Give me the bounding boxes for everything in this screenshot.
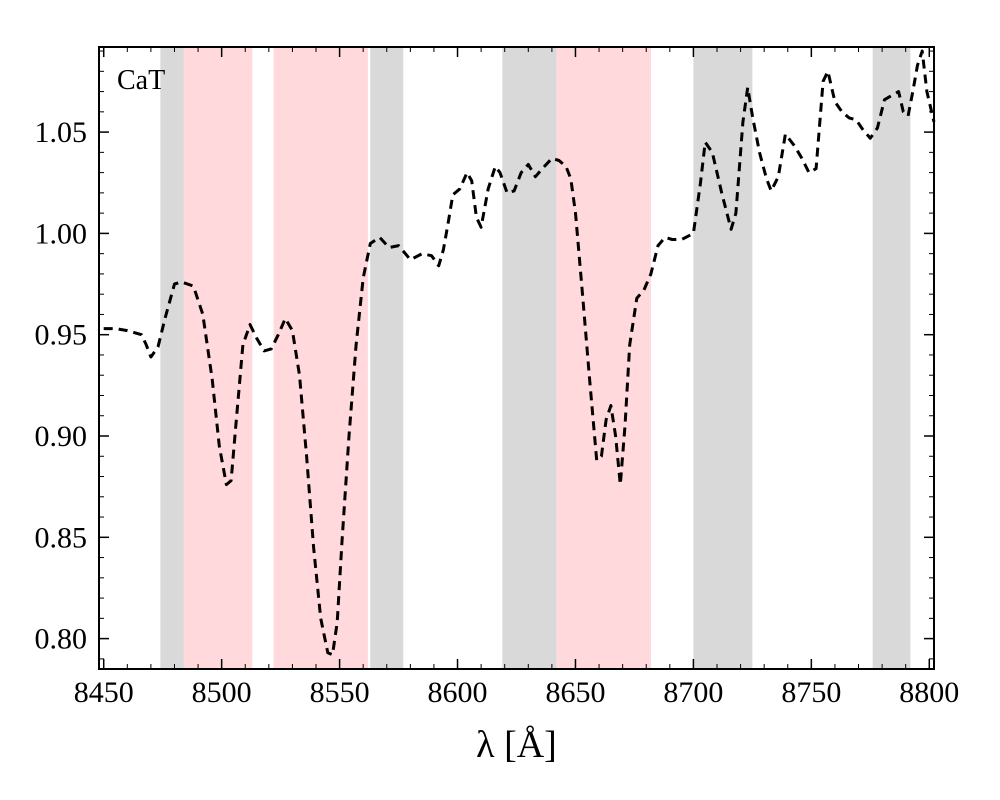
band-continuum-3 (370, 47, 404, 669)
bands-layer (160, 47, 911, 669)
panel-label: CaT (117, 65, 165, 96)
band-feature-5 (556, 47, 651, 669)
x-tick-label: 8650 (545, 676, 605, 709)
y-tick-label: 0.85 (35, 521, 88, 554)
x-tick-label: 8500 (192, 676, 252, 709)
band-feature-2 (273, 47, 368, 669)
y-tick-label: 0.90 (35, 420, 88, 453)
band-continuum-7 (872, 47, 911, 669)
x-axis-title: λ [Å] (476, 724, 557, 766)
x-tick-label: 8450 (74, 676, 134, 709)
band-continuum-4 (502, 47, 557, 669)
tick-labels-layer: 8450 8500 8550 8600 8650 8700 8750 8800 0.80 0.85… (35, 116, 960, 709)
x-tick-label: 8750 (781, 676, 841, 709)
band-feature-1 (183, 47, 253, 669)
x-tick-label: 8550 (310, 676, 370, 709)
spectrum-line-0 (103, 49, 936, 657)
band-continuum-6 (693, 47, 753, 669)
y-tick-label: 0.80 (35, 623, 88, 656)
line-layer (103, 49, 936, 657)
x-tick-label: 8600 (428, 676, 488, 709)
plot-frame (98, 46, 935, 670)
y-tick-label: 0.95 (35, 319, 88, 352)
x-tick-label: 8800 (899, 676, 959, 709)
y-tick-label: 1.00 (35, 217, 88, 250)
ticks-layer (99, 47, 934, 669)
y-tick-label: 1.05 (35, 116, 88, 149)
band-continuum-0 (160, 47, 184, 669)
x-tick-label: 8700 (663, 676, 723, 709)
